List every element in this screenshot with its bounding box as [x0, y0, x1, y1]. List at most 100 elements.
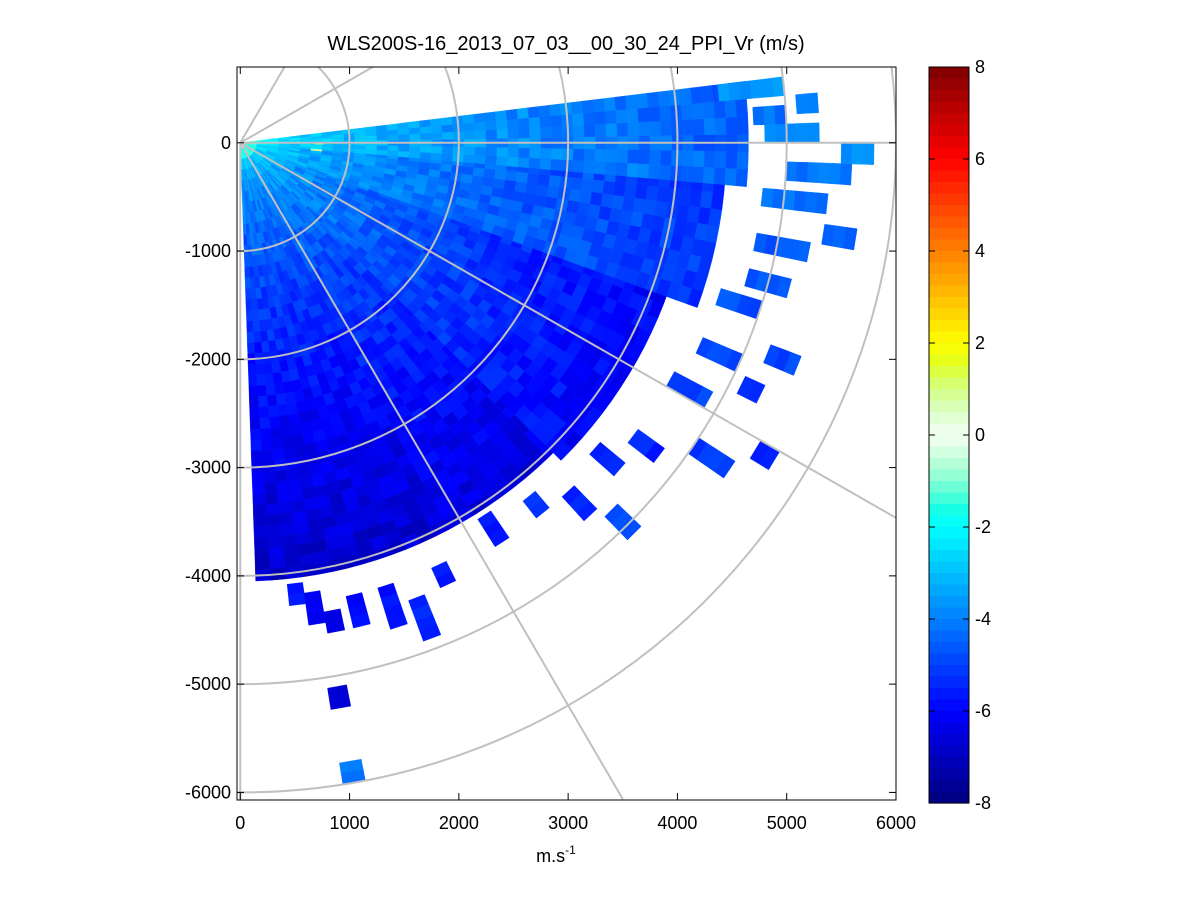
- vr-cell: [659, 105, 672, 122]
- vr-cell: [272, 448, 286, 461]
- vr-cell: [252, 493, 267, 506]
- vr-cell: [515, 171, 529, 183]
- colorbar-tick-label: -2: [975, 517, 991, 537]
- vr-cell: [649, 120, 662, 136]
- vr-cell: [472, 166, 486, 177]
- x-axis-ticks: 0 1000 2000 3000 4000 5000 6000: [235, 67, 916, 833]
- vr-cell: [540, 147, 552, 160]
- vr-cell: [256, 374, 267, 387]
- vr-cell: [594, 148, 607, 163]
- vr-cell: [572, 112, 585, 126]
- x-tick-label: 5000: [767, 813, 807, 833]
- colorbar-swatch: [929, 504, 969, 517]
- vr-cell: [269, 415, 281, 429]
- vr-cell: [253, 525, 269, 538]
- vr-cell: [616, 122, 629, 137]
- vr-cell: [506, 156, 519, 168]
- vr-cell: [463, 154, 476, 164]
- vr-cell: [528, 157, 541, 169]
- vr-cell: [270, 426, 283, 440]
- vr-cell: [605, 148, 618, 163]
- vr-cell: [775, 123, 787, 144]
- y-tick-label: -2000: [185, 349, 231, 369]
- colorbar-swatch: [929, 607, 969, 620]
- colorbar-swatch: [929, 136, 969, 149]
- vr-cell: [703, 150, 716, 168]
- vr-cell: [692, 150, 705, 168]
- vr-cell: [354, 148, 367, 154]
- vr-cell: [277, 490, 292, 504]
- vr-cell: [763, 105, 776, 125]
- vr-cell: [494, 169, 507, 180]
- vr-cell: [286, 467, 301, 481]
- vr-cell: [252, 482, 266, 495]
- colorbar-swatch: [929, 642, 969, 655]
- vr-cell: [807, 122, 820, 144]
- colorbar-swatch: [929, 159, 969, 172]
- vr-cell: [814, 192, 829, 215]
- colorbar-tick-label: 0: [975, 425, 985, 445]
- vr-cell: [429, 118, 442, 127]
- vr-cell: [517, 156, 530, 169]
- vr-cell: [527, 106, 540, 119]
- vr-cell: [589, 191, 604, 207]
- x-tick-label: 2000: [439, 813, 479, 833]
- vr-cell: [321, 143, 334, 148]
- azimuth-spoke: [239, 141, 896, 520]
- vr-cell: [717, 83, 731, 102]
- vr-cell: [656, 186, 670, 203]
- vr-cell: [702, 166, 716, 185]
- vr-cell: [283, 446, 297, 460]
- vr-cell: [529, 126, 542, 139]
- colorbar-swatch: [929, 515, 969, 528]
- colorbar-tick-label: 2: [975, 333, 985, 353]
- vr-cell: [760, 187, 774, 208]
- vr-cell: [593, 160, 607, 175]
- vr-cell: [354, 144, 367, 150]
- vr-cell: [796, 161, 809, 183]
- vr-cell: [583, 148, 596, 162]
- vr-cell: [268, 405, 280, 418]
- colorbar-swatch: [929, 596, 969, 609]
- colorbar-swatch: [929, 193, 969, 206]
- vr-cell: [387, 134, 399, 141]
- vr-cell: [637, 107, 650, 123]
- vr-cell: [387, 145, 399, 152]
- vr-cell: [286, 582, 305, 596]
- vr-cell: [365, 135, 378, 141]
- vr-cell: [638, 121, 651, 137]
- y-axis-ticks: 0 -1000 -2000 -3000 -4000 -5000 -6000: [185, 133, 896, 802]
- vr-cell: [269, 557, 286, 570]
- colorbar-swatch: [929, 377, 969, 390]
- vr-cell: [546, 185, 560, 199]
- vr-cell: [615, 162, 628, 177]
- colorbar-swatch: [929, 331, 969, 344]
- vr-cell: [539, 158, 552, 170]
- vr-cell: [582, 111, 596, 126]
- colorbar-swatch: [929, 320, 969, 333]
- vr-cell: [646, 91, 660, 108]
- colorbar-swatch: [929, 101, 969, 114]
- colorbar-swatch: [929, 343, 969, 356]
- vr-cell: [570, 100, 584, 115]
- colorbar-swatch: [929, 527, 969, 540]
- vr-cell: [525, 182, 539, 195]
- vr-cell: [267, 524, 283, 538]
- x-tick-label: 3000: [548, 813, 588, 833]
- vr-cell: [851, 142, 864, 165]
- vr-cell: [728, 81, 742, 101]
- vr-cell: [690, 86, 704, 104]
- vr-cell: [248, 385, 259, 398]
- vr-cell: [461, 165, 475, 176]
- vr-cell: [350, 613, 371, 629]
- vr-cell: [246, 331, 255, 344]
- vr-cell: [626, 162, 639, 178]
- colorbar-swatch: [929, 67, 969, 80]
- vr-cell: [489, 528, 510, 548]
- vr-cell: [692, 118, 705, 136]
- colorbar-swatch: [929, 182, 969, 195]
- vr-cell: [657, 90, 671, 107]
- vr-cell: [806, 162, 820, 184]
- vr-cell: [680, 165, 694, 183]
